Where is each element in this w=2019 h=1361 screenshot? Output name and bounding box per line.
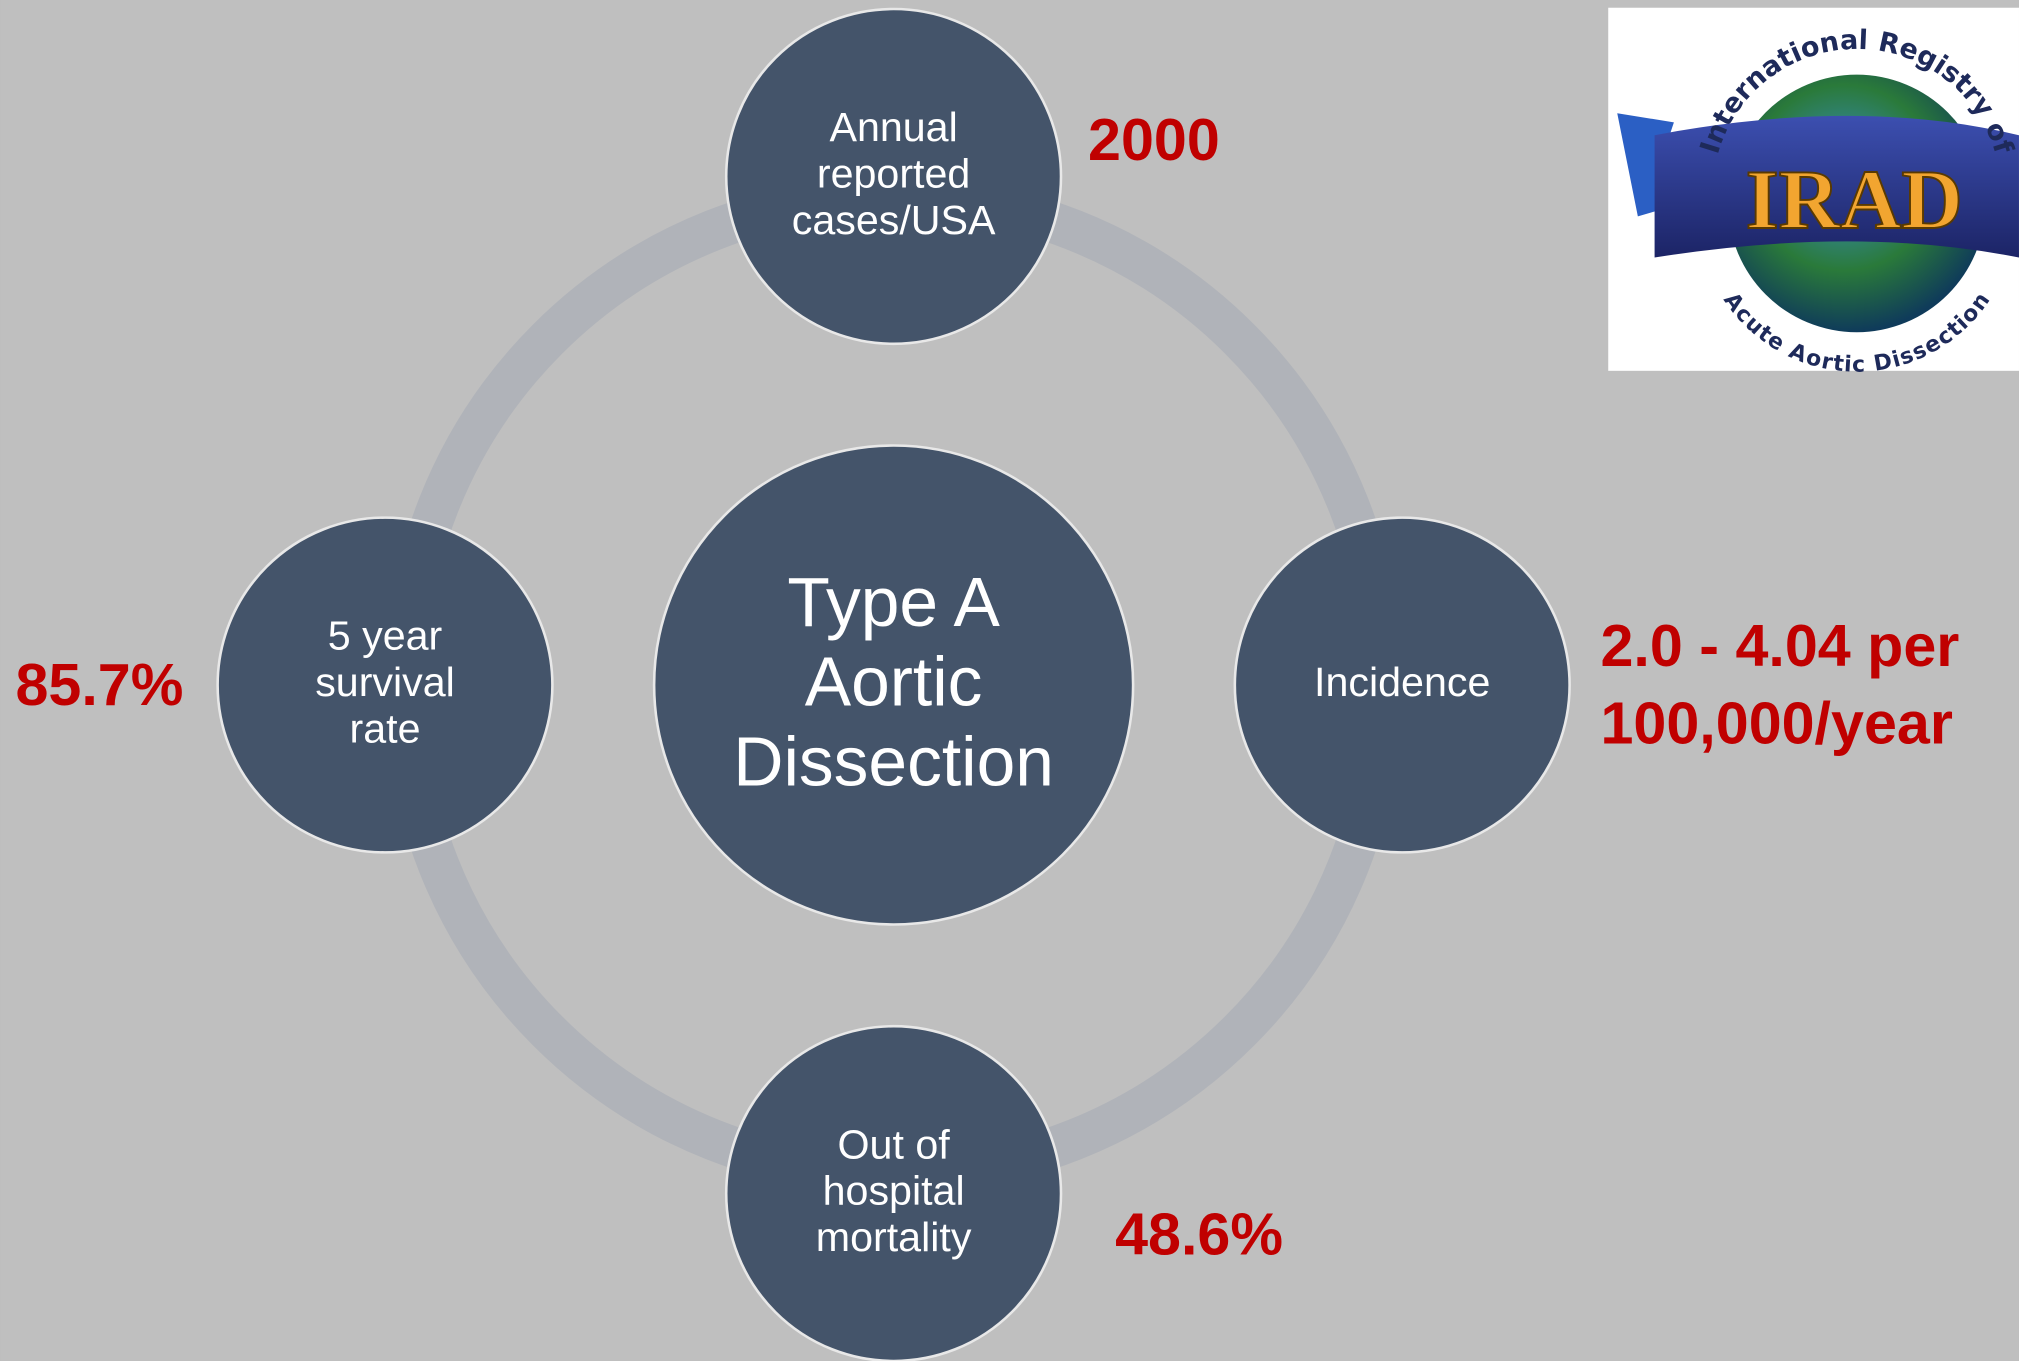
node-label-line: reported (817, 150, 970, 196)
node-value-line: 2.0 - 4.04 per (1601, 612, 1960, 679)
node-label-line: survival (315, 659, 455, 705)
center-label-line: Type A (787, 563, 1000, 641)
node-circle (216, 516, 554, 854)
node-label-line: rate (350, 705, 421, 751)
node-label-line: Out of (838, 1121, 951, 1167)
center-label-line: Dissection (733, 723, 1054, 801)
node-value: 2.0 - 4.04 per 100,000/year (1601, 612, 1960, 756)
logo: IRAD International Registry of Acute Aor… (1608, 7, 2019, 378)
node-value-line: 2000 (1088, 106, 1220, 173)
node-label: Out of hospital mortality (816, 1121, 972, 1260)
node-value-line: 48.6% (1115, 1200, 1283, 1267)
logo-name: IRAD (1746, 153, 1963, 247)
node-value: 48.6% (1115, 1200, 1283, 1267)
node-value-line: 85.7% (15, 651, 183, 718)
node-label-line: Annual (829, 104, 957, 150)
node-label-line: hospital (823, 1168, 965, 1214)
node-value: 2000 (1088, 106, 1220, 173)
node-label-line: 5 year (328, 613, 443, 659)
center-label-line: Aortic (805, 643, 983, 721)
node-circle (724, 1024, 1063, 1361)
node-value-line: 100,000/year (1601, 689, 1953, 756)
node-circle (1233, 516, 1571, 854)
node-circle (724, 7, 1063, 346)
logo-band (1654, 115, 2019, 258)
center-label: Type A Aortic Dissection (733, 563, 1054, 801)
center-circle (652, 444, 1135, 926)
node-label-line: mortality (816, 1214, 972, 1260)
node-label: Annual reported cases/USA (792, 104, 996, 243)
node-label: 5 year survival rate (315, 613, 455, 752)
node-value: 85.7% (15, 651, 183, 718)
node-label-line: cases/USA (792, 197, 996, 243)
node-label: Incidence (1314, 659, 1490, 705)
node-label-line: Incidence (1314, 659, 1490, 705)
